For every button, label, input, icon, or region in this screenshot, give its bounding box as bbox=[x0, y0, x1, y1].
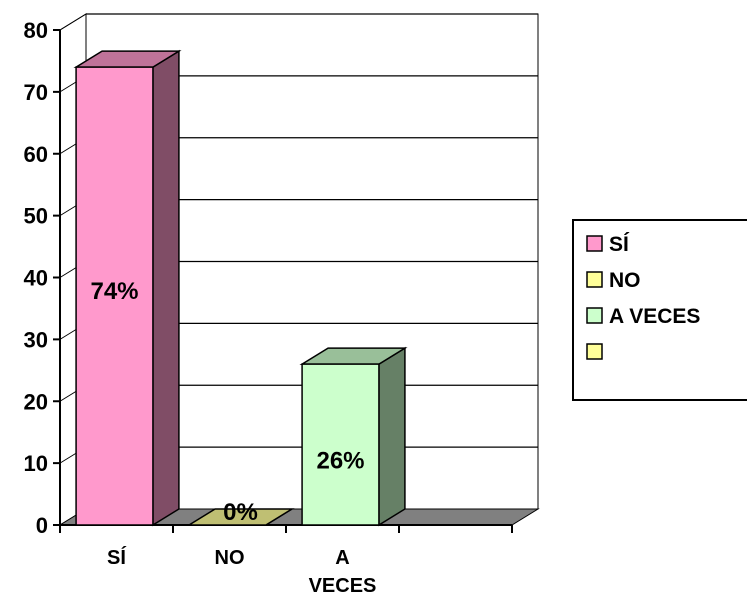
y-tick-label: 40 bbox=[24, 266, 48, 291]
y-tick-labels: 0 10 20 30 40 50 60 70 80 bbox=[24, 18, 48, 538]
bar-front bbox=[75, 66, 154, 526]
y-tick-label: 0 bbox=[36, 513, 48, 538]
legend-label: SÍ bbox=[609, 233, 630, 256]
legend-label: NO bbox=[609, 269, 641, 292]
y-tick-label: 70 bbox=[24, 80, 48, 105]
data-label: 74% bbox=[90, 278, 138, 305]
legend-swatch bbox=[586, 271, 603, 288]
y-tick-label: 30 bbox=[24, 327, 48, 352]
x-tick-label: SÍ bbox=[107, 546, 126, 569]
bar-side bbox=[152, 49, 180, 527]
bars bbox=[73, 49, 408, 527]
y-tick-label: 80 bbox=[24, 18, 48, 43]
data-labels: 74% 0% 26% bbox=[90, 278, 364, 526]
legend: SÍ NO A VECES bbox=[572, 219, 747, 401]
y-tick-label: 50 bbox=[24, 204, 48, 229]
bar-top bbox=[186, 508, 295, 526]
x-tick-labels: SÍ NO A VECES bbox=[107, 546, 376, 597]
x-tick-label: VECES bbox=[309, 575, 377, 597]
legend-swatch bbox=[586, 343, 603, 360]
x-tick-label: A bbox=[335, 547, 349, 569]
gridline-side bbox=[59, 13, 87, 31]
data-label: 0% bbox=[223, 499, 258, 526]
y-tick-label: 20 bbox=[24, 389, 48, 414]
bar-side bbox=[378, 346, 406, 527]
data-label: 26% bbox=[316, 448, 364, 475]
legend-swatch bbox=[586, 235, 603, 252]
bar-sí bbox=[73, 49, 182, 527]
y-tick-label: 60 bbox=[24, 142, 48, 167]
x-tick-label: NO bbox=[215, 547, 245, 569]
bar-no bbox=[186, 508, 295, 526]
y-tick-label: 10 bbox=[24, 451, 48, 476]
bar-front bbox=[301, 363, 380, 526]
legend-label: A VECES bbox=[609, 305, 700, 328]
bar-a-veces bbox=[299, 346, 408, 527]
legend-swatch bbox=[586, 307, 603, 324]
